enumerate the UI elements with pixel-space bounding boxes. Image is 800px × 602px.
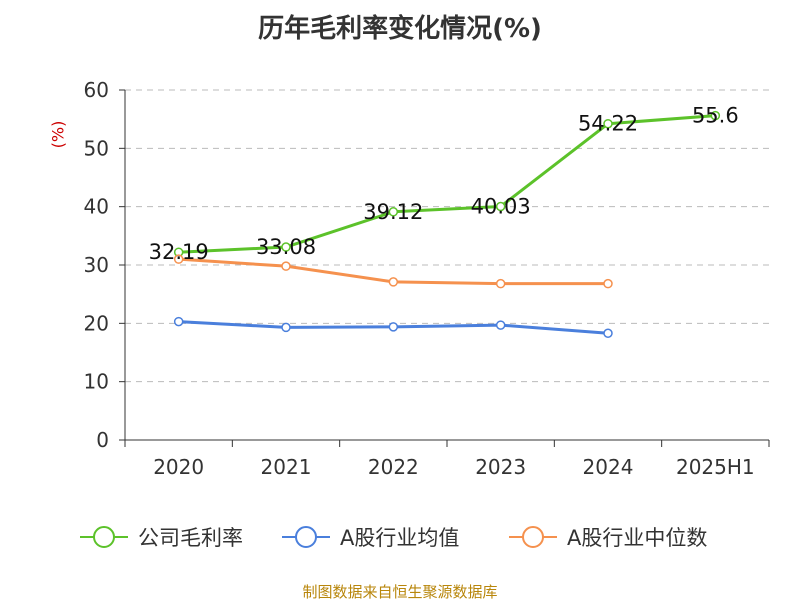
data-point	[603, 118, 613, 129]
y-tick-label: 50	[84, 136, 109, 160]
data-label: 33.08	[256, 235, 316, 259]
y-tick-label: 60	[84, 78, 109, 102]
x-tick-label: 2024	[583, 455, 634, 479]
chart-title: 历年毛利率变化情况(%)	[258, 14, 542, 44]
data-point	[495, 278, 506, 289]
grid-lines	[125, 89, 769, 383]
legend: 公司毛利率 A股行业均值 A股行业中位数	[80, 526, 707, 550]
data-point	[173, 316, 184, 327]
x-tick-label: 2023	[475, 455, 526, 479]
data-point	[495, 320, 506, 330]
data-point	[388, 322, 399, 332]
data-point	[388, 207, 399, 217]
data-point	[603, 328, 613, 338]
legend-label: 公司毛利率	[138, 526, 243, 550]
data-point	[281, 242, 291, 252]
data-point	[281, 322, 291, 333]
data-point	[173, 254, 184, 264]
legend-label: A股行业均值	[340, 526, 459, 550]
data-label: 39.12	[363, 200, 423, 224]
legend-marker	[522, 526, 544, 548]
data-point	[388, 277, 399, 287]
data-point	[710, 110, 721, 121]
x-tick-label: 2020	[153, 455, 204, 479]
x-tick-label: 2021	[261, 455, 312, 479]
legend-marker	[295, 526, 317, 548]
legend-marker	[93, 526, 115, 548]
data-label: 40.03	[471, 194, 531, 218]
y-tick-label: 10	[84, 370, 109, 394]
axes: 0 10 20 30 40 50 60 2020 2021 2022 2023 2024 2025H1	[84, 78, 770, 479]
x-tick-label: 2022	[368, 455, 419, 479]
y-tick-label: 40	[84, 195, 109, 219]
data-label: 55.6	[692, 104, 739, 128]
y-tick-label: 0	[96, 428, 109, 452]
data-point	[603, 278, 613, 289]
y-tick-label: 20	[84, 311, 109, 335]
x-tick-label: 2025H1	[676, 455, 755, 479]
legend-label: A股行业中位数	[567, 526, 707, 550]
data-labels: 32.19 33.08 39.12 40.03 54.22 55.6	[149, 104, 739, 265]
series-line	[178, 114, 716, 254]
data-source-note: 制图数据来自恒生聚源数据库	[302, 583, 498, 601]
data-point	[281, 261, 291, 271]
data-label: 54.22	[578, 112, 638, 136]
data-point	[495, 201, 506, 212]
data-label: 32.19	[149, 240, 209, 264]
series-points	[173, 110, 721, 338]
y-tick-label: 30	[84, 253, 109, 277]
